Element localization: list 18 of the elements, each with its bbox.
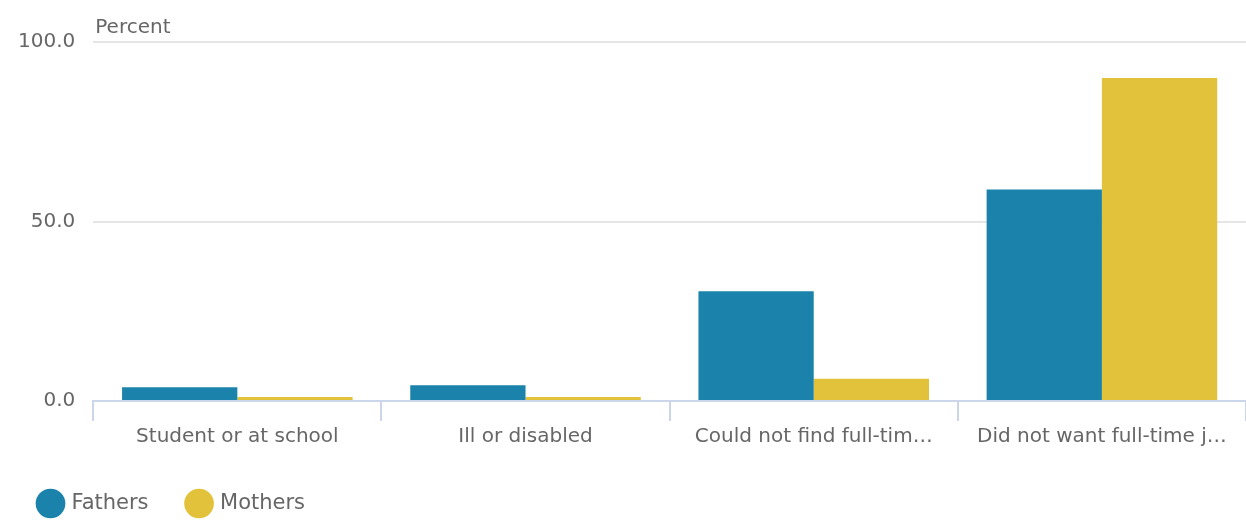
x-tick-label: Did not want full-time j…: [977, 423, 1227, 448]
legend-label: Mothers: [220, 489, 306, 514]
x-tick-label: Could not find full-tim…: [694, 423, 933, 448]
y-tick-label: 100.0: [17, 28, 76, 53]
y-axis-title: Percent: [95, 14, 171, 39]
x-tick-label: Student or at school: [136, 423, 339, 448]
bar: [122, 387, 238, 400]
bar: [1101, 77, 1218, 400]
bar: [698, 291, 814, 400]
bar: [237, 397, 353, 400]
bar: [525, 397, 641, 400]
y-tick-label: 50.0: [30, 207, 76, 232]
bar: [813, 378, 929, 400]
y-tick-label: 0.0: [43, 387, 76, 412]
x-tick-label: Ill or disabled: [458, 423, 593, 448]
bar: [986, 189, 1102, 400]
legend-label: Fathers: [71, 489, 149, 514]
bar: [410, 385, 526, 400]
